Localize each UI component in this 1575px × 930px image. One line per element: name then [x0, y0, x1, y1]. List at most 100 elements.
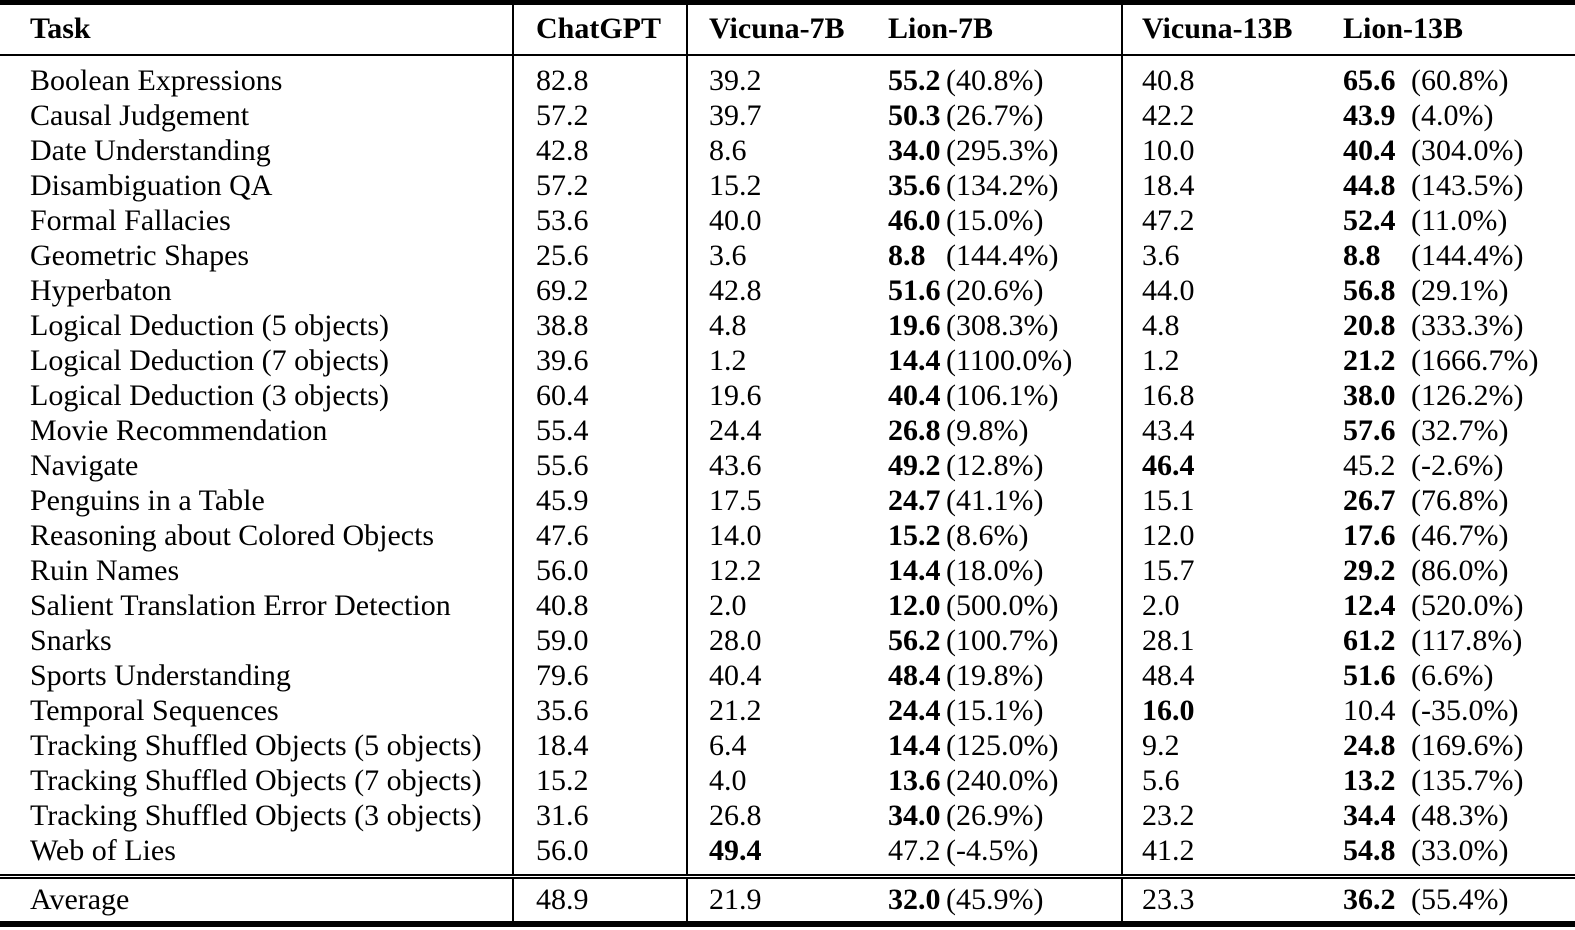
- task-label: Sports Understanding: [30, 658, 291, 692]
- lion-7b-score: 14.4: [888, 343, 941, 377]
- lion-7b-score-cell: 34.0 (26.9%): [888, 798, 1122, 833]
- lion-7b-improvement-pct: (144.4%): [946, 238, 1059, 272]
- vicuna-13b-score-cell: 16.0: [1121, 692, 1343, 728]
- vicuna-13b-score: 23.2: [1142, 798, 1195, 832]
- vicuna-13b-score: 47.2: [1142, 203, 1195, 237]
- lion-7b-improvement-pct: (26.9%): [946, 798, 1044, 832]
- task-cell: Navigate: [0, 448, 513, 483]
- lion-13b-score-cell: 10.4 (-35.0%): [1343, 693, 1575, 728]
- vicuna-13b-score-cell: 16.8: [1121, 377, 1343, 413]
- lion-7b-score-cell: 19.6 (308.3%): [888, 308, 1122, 343]
- lion-13b-score: 34.4: [1343, 798, 1396, 832]
- vicuna-13b-score: 48.4: [1142, 658, 1195, 692]
- task-label: Penguins in a Table: [30, 483, 265, 517]
- lion-13b-score: 43.9: [1343, 98, 1396, 132]
- chatgpt-score-cell: 47.6: [512, 517, 687, 553]
- lion-7b-improvement-pct: (100.7%): [946, 623, 1059, 657]
- task-label: Navigate: [30, 448, 139, 482]
- lion-13b-score: 10.4: [1343, 693, 1396, 727]
- task-cell: Penguins in a Table: [0, 483, 513, 518]
- vicuna-7b-score: 1.2: [709, 343, 747, 377]
- vicuna-7b-score-cell: 40.4: [686, 657, 888, 693]
- task-label: Disambiguation QA: [30, 168, 273, 202]
- lion-13b-improvement-pct: (86.0%): [1411, 553, 1509, 587]
- task-label: Geometric Shapes: [30, 238, 250, 272]
- lion-13b-score-cell: 44.8 (143.5%): [1343, 168, 1575, 203]
- vicuna-7b-score-cell: 2.0: [686, 587, 888, 623]
- vicuna-7b-score-cell: 49.4: [686, 832, 888, 876]
- lion-7b-score-cell: 24.4 (15.1%): [888, 693, 1122, 728]
- vicuna-7b-score-cell: 14.0: [686, 517, 888, 553]
- chatgpt-score: 15.2: [536, 763, 589, 797]
- chatgpt-score: 39.6: [536, 343, 589, 377]
- task-cell: Tracking Shuffled Objects (3 objects): [0, 798, 513, 833]
- vicuna-13b-score: 15.7: [1142, 553, 1195, 587]
- task-cell: Date Understanding: [0, 133, 513, 168]
- chatgpt-score-cell: 69.2: [512, 272, 687, 308]
- vicuna-13b-score: 41.2: [1142, 833, 1195, 867]
- lion-13b-score: 17.6: [1343, 518, 1396, 552]
- vicuna-7b-score-cell: 24.4: [686, 412, 888, 448]
- lion-13b-score-cell: 56.8 (29.1%): [1343, 273, 1575, 308]
- vicuna-13b-score-cell: 10.0: [1121, 132, 1343, 168]
- vicuna-7b-score: 2.0: [709, 588, 747, 622]
- lion-13b-improvement-pct: (29.1%): [1411, 273, 1509, 307]
- vicuna-7b-score: 8.6: [709, 133, 747, 167]
- task-cell: Logical Deduction (5 objects): [0, 308, 513, 343]
- chatgpt-score-cell: 60.4: [512, 377, 687, 413]
- chatgpt-score-cell: 57.2: [512, 97, 687, 133]
- lion-13b-improvement-pct: (6.6%): [1411, 658, 1494, 692]
- lion-7b-improvement-pct: (106.1%): [946, 378, 1059, 412]
- chatgpt-score: 56.0: [536, 553, 589, 587]
- vicuna-7b-score: 21.9: [709, 882, 762, 916]
- lion-7b-improvement-pct: (19.8%): [946, 658, 1044, 692]
- task-label: Logical Deduction (3 objects): [30, 378, 390, 412]
- task-label: Tracking Shuffled Objects (3 objects): [30, 798, 482, 832]
- chatgpt-score: 42.8: [536, 133, 589, 167]
- lion-13b-score: 21.2: [1343, 343, 1396, 377]
- vicuna-13b-score: 46.4: [1142, 448, 1195, 482]
- lion-7b-score-cell: 46.0 (15.0%): [888, 203, 1122, 238]
- task-label: Movie Recommendation: [30, 413, 328, 447]
- lion-13b-score: 51.6: [1343, 658, 1396, 692]
- task-cell: Ruin Names: [0, 553, 513, 588]
- lion-13b-score: 13.2: [1343, 763, 1396, 797]
- chatgpt-score-cell: 59.0: [512, 622, 687, 658]
- lion-7b-score-cell: 35.6 (134.2%): [888, 168, 1122, 203]
- lion-13b-improvement-pct: (304.0%): [1411, 133, 1524, 167]
- vicuna-13b-score-cell: 44.0: [1121, 272, 1343, 308]
- task-cell: Sports Understanding: [0, 658, 513, 693]
- vicuna-13b-score: 3.6: [1142, 238, 1180, 272]
- lion-13b-improvement-pct: (48.3%): [1411, 798, 1509, 832]
- lion-7b-score: 19.6: [888, 308, 941, 342]
- task-cell: Geometric Shapes: [0, 238, 513, 273]
- vicuna-13b-score: 40.8: [1142, 63, 1195, 97]
- average-row-container: Average 48.9 21.9 32.0 (45.9%) 23.3 36.2 (…: [0, 873, 1575, 924]
- task-label: Hyperbaton: [30, 273, 172, 307]
- lion-13b-improvement-pct: (117.8%): [1411, 623, 1523, 657]
- chatgpt-score-cell: 25.6: [512, 237, 687, 273]
- lion-13b-score: 65.6: [1343, 63, 1396, 97]
- lion-7b-score-cell: 13.6 (240.0%): [888, 763, 1122, 798]
- chatgpt-score: 25.6: [536, 238, 589, 272]
- chatgpt-score-cell: 82.8: [512, 54, 687, 98]
- chatgpt-score: 45.9: [536, 483, 589, 517]
- vicuna-13b-score: 2.0: [1142, 588, 1180, 622]
- task-label: Tracking Shuffled Objects (7 objects): [30, 763, 482, 797]
- lion-7b-score-cell: 47.2 (-4.5%): [888, 833, 1122, 877]
- chatgpt-score: 79.6: [536, 658, 589, 692]
- lion-13b-improvement-pct: (520.0%): [1411, 588, 1524, 622]
- lion-7b-score: 13.6: [888, 763, 941, 797]
- vicuna-7b-score: 43.6: [709, 448, 762, 482]
- chatgpt-score-cell: 48.9: [512, 873, 687, 924]
- lion-7b-score: 46.0: [888, 203, 941, 237]
- lion-7b-score-cell: 8.8 (144.4%): [888, 238, 1122, 273]
- lion-13b-score-cell: 26.7 (76.8%): [1343, 483, 1575, 518]
- vicuna-13b-score-cell: 42.2: [1121, 97, 1343, 133]
- lion-13b-improvement-pct: (33.0%): [1411, 833, 1509, 867]
- vicuna-7b-score: 24.4: [709, 413, 762, 447]
- table-row: Tracking Shuffled Objects (5 objects) 18…: [0, 727, 1575, 763]
- chatgpt-score: 38.8: [536, 308, 589, 342]
- lion-7b-score-cell: 49.2 (12.8%): [888, 448, 1122, 483]
- chatgpt-score: 59.0: [536, 623, 589, 657]
